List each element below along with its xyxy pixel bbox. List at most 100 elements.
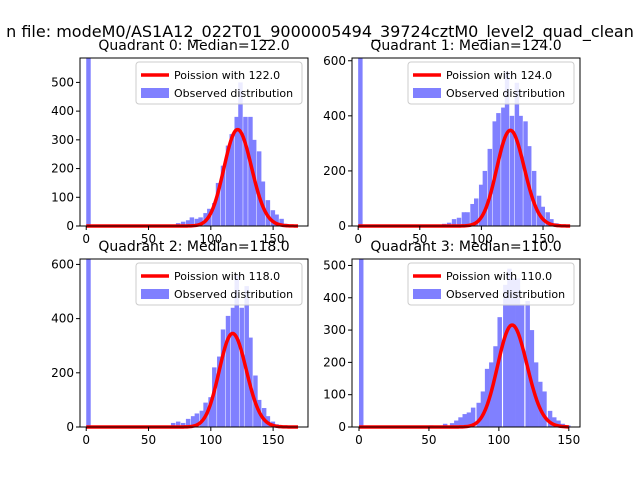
histogram-bar (504, 71, 510, 226)
axes-frame (351, 258, 581, 428)
histogram-bar (511, 278, 516, 427)
subplot-title: Quadrant 1: Median=124.0 (370, 38, 561, 54)
x-tick-label: 0 (82, 232, 90, 246)
histogram-bar (225, 315, 231, 427)
x-tick-label: 150 (532, 232, 555, 246)
histogram-bar (461, 212, 467, 226)
x-tick-label: 150 (262, 232, 285, 246)
y-tick-label: 300 (51, 133, 74, 147)
histogram-bar (509, 115, 515, 226)
x-tick-label: 50 (421, 433, 436, 447)
histogram-bar (503, 284, 508, 427)
histogram-bar (456, 217, 462, 226)
legend-label-observed: Observed distribution (446, 87, 565, 100)
histogram-bar (487, 148, 493, 226)
histogram-bar (501, 107, 506, 226)
histogram-bar (238, 82, 243, 227)
histogram-bar (552, 417, 557, 427)
y-tick-label: 200 (323, 355, 346, 369)
histogram-bar (185, 418, 191, 427)
x-tick-label: 50 (141, 232, 156, 246)
histogram-bar (474, 198, 479, 226)
legend-label-observed: Observed distribution (174, 87, 293, 100)
y-tick-label: 100 (323, 388, 346, 402)
subplot-title: Quadrant 2: Median=118.0 (98, 239, 289, 255)
y-tick-label: 200 (51, 366, 74, 380)
histogram-bar (358, 259, 364, 427)
histogram-bar (244, 286, 249, 427)
histogram-bar (185, 220, 191, 226)
y-tick-label: 600 (51, 257, 74, 271)
x-tick-label: 0 (354, 232, 362, 246)
x-tick-label: 100 (470, 232, 493, 246)
y-tick-label: 300 (323, 323, 346, 337)
subplot-title: Quadrant 3: Median=110.0 (370, 239, 561, 255)
histogram-bar (86, 259, 91, 427)
y-tick-label: 0 (338, 420, 346, 434)
legend-label-observed: Observed distribution (446, 288, 565, 301)
legend-label-poisson: Poission with 118.0 (174, 270, 280, 283)
legend-box (135, 262, 303, 306)
y-tick-label: 200 (51, 162, 74, 176)
x-tick-label: 150 (557, 433, 580, 447)
histogram-bar (519, 304, 525, 427)
histogram-bar (470, 407, 476, 427)
y-tick-label: 400 (323, 291, 346, 305)
histogram-bar (229, 134, 234, 226)
histogram-bar (256, 151, 262, 226)
histogram-bar (243, 116, 248, 226)
histogram-bar (549, 219, 554, 226)
histogram-bar (189, 217, 195, 226)
histogram-bar (270, 210, 276, 226)
histogram-bar (465, 212, 470, 226)
x-tick-label: 150 (262, 433, 285, 447)
histogram-bar (507, 268, 512, 427)
histogram-bar (470, 203, 475, 226)
histogram-bar (449, 423, 455, 427)
histogram-bar (234, 116, 239, 226)
histogram-bar (478, 184, 484, 226)
histogram-bar (458, 417, 463, 427)
legend-label-observed: Observed distribution (174, 288, 293, 301)
y-tick-label: 400 (51, 104, 74, 118)
x-tick-label: 100 (199, 433, 222, 447)
histogram-bar (451, 219, 457, 226)
histogram-bar (454, 420, 459, 427)
legend-box (135, 61, 303, 105)
subplot-title: Quadrant 0: Median=122.0 (98, 38, 289, 54)
y-tick-label: 400 (51, 312, 74, 326)
legend-label-poisson: Poission with 110.0 (446, 270, 552, 283)
histogram-bar (493, 346, 498, 427)
histogram-bar (274, 214, 279, 226)
legend-swatch-observed (141, 289, 169, 299)
y-tick-label: 200 (323, 164, 346, 178)
legend-swatch-observed (141, 88, 169, 98)
subplot-2: 0 50 100 150 0 200 400 600 Quadrant 2: Median=11… (51, 239, 309, 447)
x-tick-label: 0 (82, 433, 90, 447)
axes-frame (351, 57, 581, 227)
histogram-bar (358, 58, 363, 226)
histogram-bar (198, 217, 203, 226)
x-tick-label: 100 (487, 433, 510, 447)
histogram-bar (466, 412, 472, 427)
y-tick-label: 100 (51, 190, 74, 204)
histogram-bar (215, 182, 221, 226)
histogram-bar (217, 356, 222, 427)
histogram-bar (170, 422, 176, 427)
x-tick-label: 50 (141, 433, 156, 447)
histogram-bar (239, 307, 244, 427)
histogram-bar (212, 203, 217, 226)
histogram-bar (545, 212, 550, 226)
legend-box (407, 262, 575, 306)
histogram-bar (220, 329, 226, 427)
histogram-bar (514, 82, 520, 226)
histogram-bar (208, 397, 213, 427)
y-tick-label: 0 (66, 219, 74, 233)
histogram-bar (556, 420, 561, 427)
histogram-bar (220, 165, 226, 226)
histogram-bar (518, 115, 523, 226)
histogram-bar (462, 414, 467, 427)
poisson-curve (85, 127, 299, 228)
